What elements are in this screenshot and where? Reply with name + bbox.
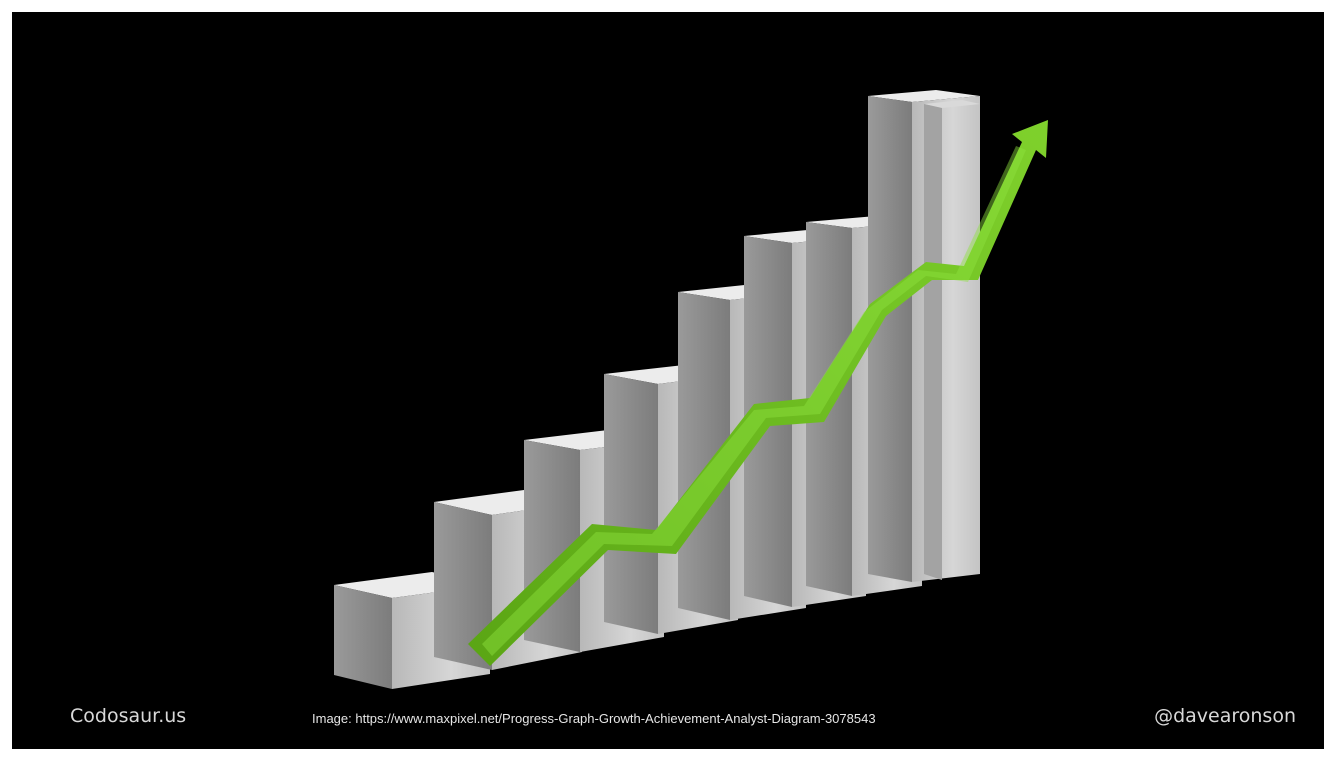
growth-arrow-icon (468, 120, 1048, 666)
bar-9 (924, 100, 980, 580)
image-credit-text: Image: https://www.maxpixel.net/Progress… (312, 711, 876, 726)
author-handle-label: @davearonson (1154, 705, 1296, 727)
slide: Codosaur.us Image: https://www.maxpixel.… (12, 12, 1324, 749)
site-name-label: Codosaur.us (70, 705, 187, 727)
growth-graph-illustration (334, 90, 1048, 689)
